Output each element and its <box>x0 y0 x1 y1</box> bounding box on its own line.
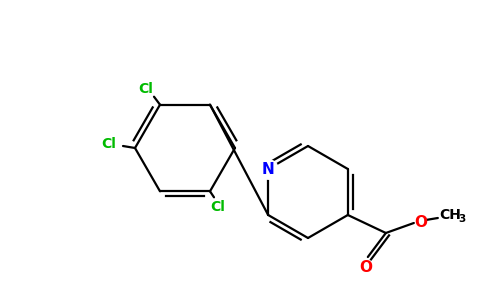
Text: N: N <box>262 161 274 176</box>
Text: Cl: Cl <box>138 82 153 96</box>
Text: O: O <box>414 214 427 230</box>
Text: Cl: Cl <box>211 200 226 214</box>
Text: O: O <box>359 260 372 274</box>
Text: CH: CH <box>439 208 461 222</box>
Text: Cl: Cl <box>102 137 117 151</box>
Text: 3: 3 <box>458 214 466 224</box>
